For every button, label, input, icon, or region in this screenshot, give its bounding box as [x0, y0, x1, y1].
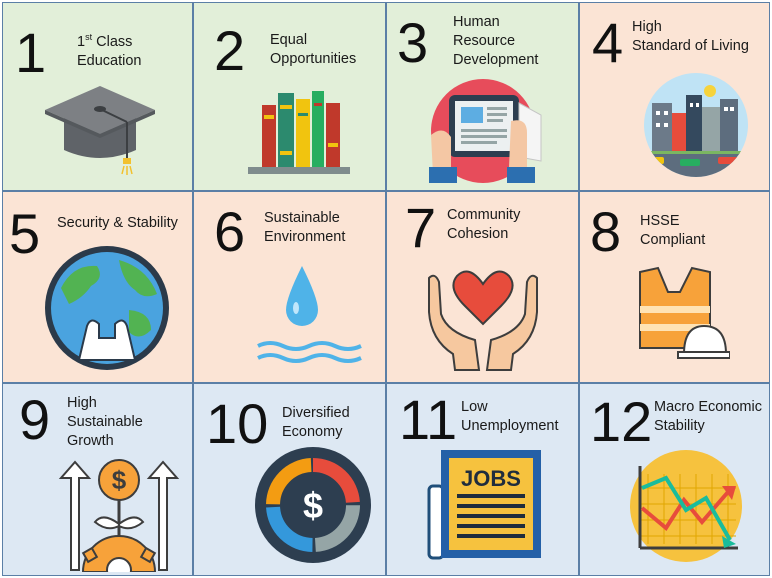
tile-hsse-compliant: 8 HSSE Compliant — [579, 191, 770, 383]
tile-label: Community Cohesion — [447, 207, 521, 242]
tile-number: 11 — [399, 388, 458, 451]
tile-label: High Standard of Living — [632, 19, 749, 54]
tile-number: 6 — [214, 200, 246, 263]
tile-number: 7 — [405, 196, 437, 259]
tile-sustainable-environment: 6 Sustainable Environment — [193, 191, 386, 383]
tile-security-stability: 5 Security & Stability — [2, 191, 193, 383]
tile-label: Equal Opportunities — [270, 32, 357, 67]
tablet-reading-icon — [429, 79, 542, 183]
city-icon — [644, 73, 748, 177]
tile-label: Security & Stability — [57, 215, 178, 231]
books-icon — [248, 91, 350, 174]
graduation-cap-icon — [45, 86, 155, 175]
tile-number: 4 — [592, 11, 624, 74]
tile-equal-opportunities: 2 Equal Opportunities — [193, 2, 386, 191]
tile-human-resource-development: 3 Human Resource Development — [386, 2, 579, 191]
tile-number: 9 — [19, 388, 51, 451]
tile-label: Diversified Economy — [282, 405, 350, 440]
tile-label: 1st Class Education — [77, 32, 142, 69]
tile-label: Macro Economic Stability — [654, 399, 762, 434]
tile-number: 2 — [214, 19, 246, 82]
tile-number: 10 — [206, 392, 269, 455]
globe-hands-icon — [45, 246, 169, 370]
water-drop-icon — [257, 266, 362, 363]
tile-number: 5 — [9, 202, 41, 265]
dollar-donut-icon: $ — [255, 447, 371, 563]
tile-number: 12 — [590, 390, 653, 453]
tile-label: Human Resource Development — [453, 14, 539, 68]
tile-1st-class-education: 1 1st Class Education — [2, 2, 193, 191]
tile-high-sustainable-growth: 9 High Sustainable Growth $ — [2, 383, 193, 576]
safety-vest-helmet-icon — [639, 266, 730, 359]
heart-hands-icon — [428, 270, 538, 371]
tile-community-cohesion: 7 Community Cohesion — [386, 191, 579, 383]
tile-label: Low Unemployment — [461, 399, 559, 434]
jobs-text: JOBS — [461, 466, 521, 491]
tile-number: 3 — [397, 11, 429, 74]
tile-high-standard-of-living: 4 High Standard of Living — [579, 2, 770, 191]
tile-number: 8 — [590, 200, 622, 263]
dollar-sign: $ — [303, 485, 323, 526]
chart-trend-icon — [630, 450, 742, 562]
tile-macro-economic-stability: 12 Macro Economic Stability — [579, 383, 770, 576]
dollar-sign: $ — [112, 465, 127, 495]
tile-diversified-economy: 10 Diversified Economy $ — [193, 383, 386, 576]
tile-label: High Sustainable Growth — [67, 395, 143, 449]
jobs-newspaper-icon: JOBS — [427, 450, 541, 560]
tile-low-unemployment: 11 Low Unemployment JOBS — [386, 383, 579, 576]
tile-label: Sustainable Environment — [264, 210, 346, 245]
tile-number: 1 — [15, 21, 47, 84]
growth-gear-icon: $ — [58, 459, 180, 572]
tile-label: HSSE Compliant — [640, 213, 706, 248]
